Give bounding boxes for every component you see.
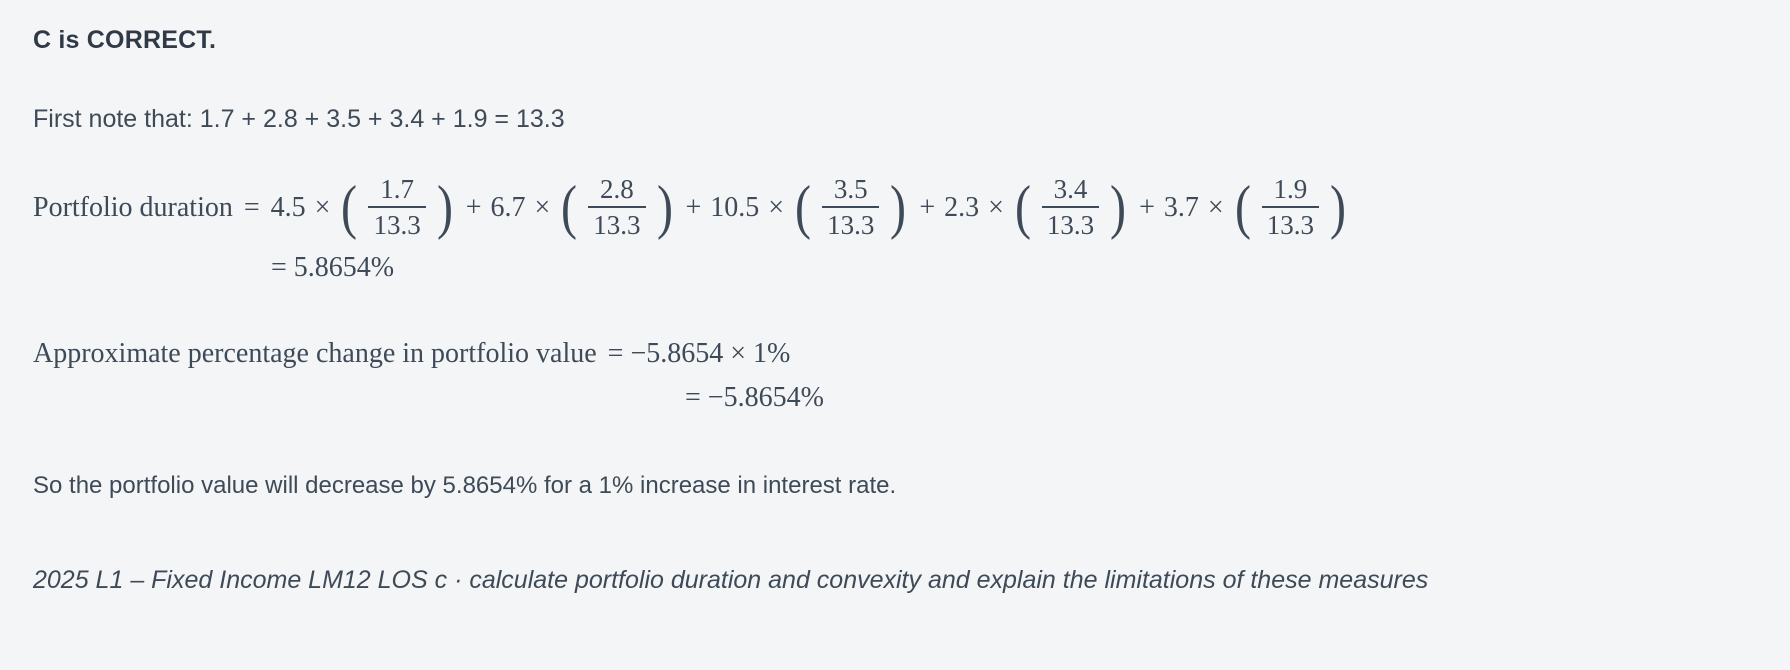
times-operator: ×	[534, 191, 551, 223]
numerator: 1.7	[380, 174, 414, 204]
numerator: 1.9	[1273, 174, 1308, 204]
duration-term: 4.5 × ( 1.7 13.3 )	[271, 174, 455, 242]
portfolio-duration-formula: Portfolio duration = 4.5 × ( 1.7 13.3 ) …	[33, 174, 1757, 284]
times-operator: ×	[314, 191, 331, 223]
portfolio-duration-label: Portfolio duration	[33, 191, 233, 223]
fraction: 1.7 13.3	[368, 174, 426, 242]
change-result: = −5.8654%	[685, 381, 824, 413]
conclusion-text: So the portfolio value will decrease by …	[33, 471, 897, 499]
change-expression: = −5.8654 × 1%	[607, 337, 791, 369]
times-operator: ×	[1207, 191, 1224, 223]
close-paren: )	[890, 174, 907, 241]
numerator: 3.4	[1053, 174, 1088, 204]
duration-result: = 5.8654%	[271, 251, 395, 283]
duration-term: + 3.7 × ( 1.9 13.3 )	[1139, 174, 1348, 242]
denominator: 13.3	[1041, 205, 1100, 242]
close-paren: )	[1110, 174, 1127, 241]
plus-operator: +	[919, 191, 936, 223]
close-paren: )	[656, 174, 673, 241]
denominator: 13.3	[368, 205, 426, 242]
coefficient: 6.7	[490, 191, 526, 223]
change-label: Approximate percentage change in portfol…	[33, 337, 597, 369]
numerator: 2.8	[600, 174, 634, 204]
numerator: 3.5	[833, 174, 868, 204]
open-paren: (	[561, 174, 578, 241]
denominator: 13.3	[1261, 205, 1319, 242]
plus-operator: +	[1139, 191, 1155, 223]
times-operator: ×	[988, 191, 1004, 223]
close-paren: )	[1329, 174, 1346, 241]
equals-sign: =	[243, 191, 260, 223]
duration-term: + 6.7 × ( 2.8 13.3 )	[466, 174, 675, 242]
plus-operator: +	[465, 191, 482, 223]
coefficient: 4.5	[270, 191, 306, 223]
note-text: First note that: 1.7 + 2.8 + 3.5 + 3.4 +…	[33, 105, 565, 133]
change-formula-line: Approximate percentage change in portfol…	[33, 338, 1757, 370]
open-paren: (	[795, 174, 812, 241]
los-reference: 2025 L1 – Fixed Income LM12 LOS c · calc…	[33, 565, 1429, 594]
denominator: 13.3	[588, 205, 646, 242]
coefficient: 10.5	[710, 191, 760, 223]
open-paren: (	[1014, 174, 1031, 241]
duration-formula-line: Portfolio duration = 4.5 × ( 1.7 13.3 ) …	[33, 174, 1757, 242]
times-operator: ×	[768, 191, 785, 223]
coefficient: 2.3	[944, 191, 980, 223]
duration-term: + 10.5 × ( 3.5 13.3 )	[686, 174, 909, 242]
close-paren: )	[436, 174, 453, 241]
denominator: 13.3	[822, 205, 880, 242]
open-paren: (	[1234, 174, 1251, 241]
answer-verdict: C is CORRECT.	[33, 26, 217, 54]
percentage-change-formula: Approximate percentage change in portfol…	[33, 338, 1757, 414]
fraction: 3.4 13.3	[1041, 174, 1100, 242]
coefficient: 3.7	[1163, 191, 1199, 223]
fraction: 3.5 13.3	[822, 174, 880, 242]
fraction: 1.9 13.3	[1261, 174, 1319, 242]
plus-operator: +	[685, 191, 702, 223]
fraction: 2.8 13.3	[588, 174, 646, 242]
duration-term: + 2.3 × ( 3.4 13.3 )	[919, 174, 1128, 242]
open-paren: (	[341, 174, 358, 241]
